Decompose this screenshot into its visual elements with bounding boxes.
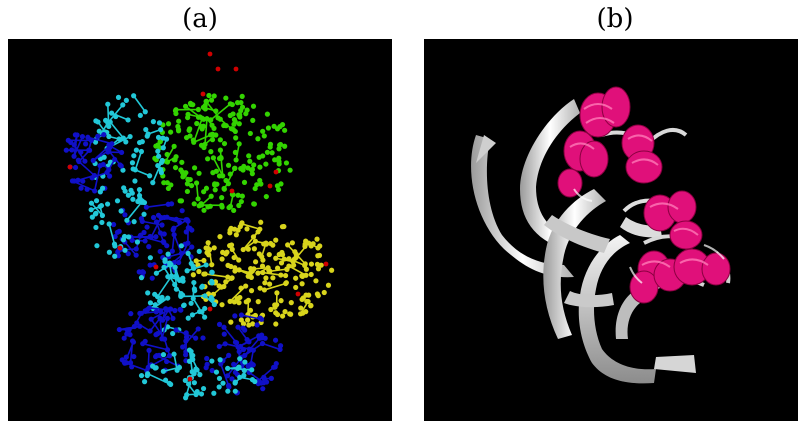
panel-a-molecule-view (8, 39, 392, 421)
panel-b-ribbon-view (424, 39, 798, 421)
panel-b-label: (b) (596, 4, 634, 34)
ribbon-protein-icon (471, 86, 731, 384)
panel-a-label: (a) (182, 4, 218, 34)
ball-and-stick-molecule-icon (63, 51, 335, 401)
